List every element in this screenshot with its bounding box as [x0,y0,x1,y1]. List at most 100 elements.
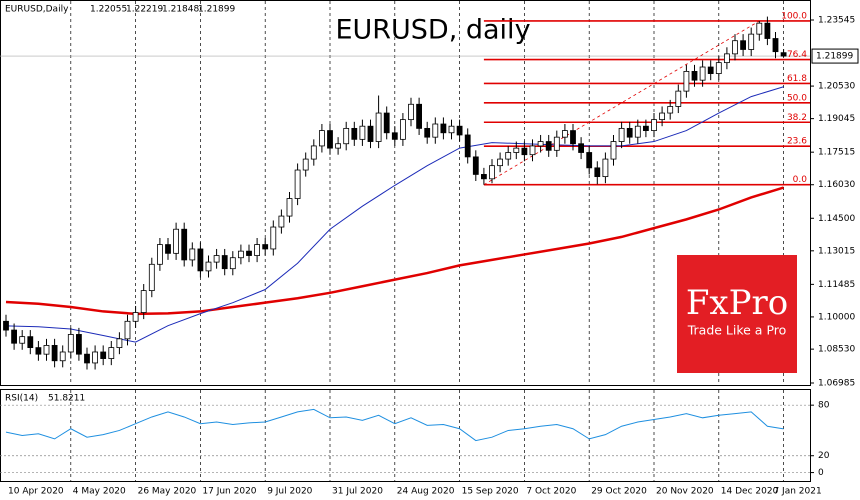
logo: FxPro Trade Like a Pro [677,255,797,373]
fib-label: 61.8 [787,74,807,84]
candle-body [229,257,236,270]
y-tick-label: 1.14500 [818,214,855,224]
candle-body [116,338,123,349]
candle-body [715,62,722,74]
x-tick-label: 29 Oct 2020 [591,487,647,497]
x-tick-label: 14 Dec 2020 [721,487,779,497]
candle-body [480,174,487,180]
candle-body [594,167,601,178]
candle-body [578,143,584,153]
candle-body [108,347,115,359]
candle-body [343,127,350,145]
logo-brand: FxPro [686,283,788,323]
moving-average [5,86,784,343]
candle-body [416,103,423,129]
main-panel [0,0,811,386]
candle-body [310,145,317,160]
candle-body [11,329,18,344]
candle-body [237,250,244,259]
x-tick-label: 20 Nov 2020 [656,487,714,497]
logo-tagline: Trade Like a Pro [687,323,787,338]
candle-body [327,130,333,149]
y-tick-label: 1.13015 [818,246,855,256]
x-tick-label: 9 Jul 2020 [267,487,312,497]
y-tick-label: 1.23545 [818,15,855,25]
candle-body [270,226,277,250]
candle-body [521,147,528,156]
candle-body [213,255,220,263]
indicator-label: RSI(14) [5,394,38,404]
y-tick-label: 1.16030 [818,180,855,190]
y-tick-label: 1.10000 [818,312,855,322]
fib-label: 50.0 [787,93,807,103]
candle-body [634,125,641,138]
indicator-line [5,408,784,442]
candle-body [246,250,252,256]
candle-body [772,38,779,53]
candle-body [181,228,188,261]
candle-body [76,334,82,355]
candle-body [27,336,34,349]
candle-body [691,70,698,81]
candle-body [383,112,390,134]
candle-body [683,70,690,92]
candle-body [472,156,479,175]
candle-body [197,248,204,272]
candle-body [294,169,301,199]
candle-body [399,119,406,140]
candle-body [132,312,139,322]
indicator-tick-label: 0 [818,468,824,478]
y-tick-label: 1.20530 [818,82,855,92]
candle-body [140,290,147,313]
current-price-box [811,48,859,64]
x-tick-label: 17 Jun 2020 [202,487,256,497]
candle-body [43,345,50,355]
candle-body [35,347,42,355]
symbol-label: EURUSD,Daily [5,5,69,15]
candle-body [505,152,512,160]
candle-body [148,263,155,292]
indicator-tick-label: 20 [818,451,830,461]
candle-body [448,125,455,134]
candle-body [3,320,9,331]
fib-label: 38.2 [787,113,807,123]
header-high: 1.22219 [126,5,163,15]
x-tick-label: 7 Jan 2021 [773,487,821,497]
indicator-panel [0,389,811,482]
candle-body [643,125,649,131]
header-close: 1.21899 [198,5,235,15]
y-tick-label: 1.06985 [818,379,855,389]
candle-body [440,123,447,134]
y-tick-label: 1.11485 [818,280,855,290]
candle-body [335,143,342,149]
candle-body [100,351,107,359]
candle-body [586,152,593,169]
candle-body [489,165,495,180]
candle-body [67,334,74,353]
candle-body [497,158,504,167]
candle-body [732,40,738,55]
candle-body [205,261,212,272]
candle-body [651,119,657,131]
candle-body [764,22,771,39]
x-tick-label: 26 May 2020 [138,487,197,497]
candle-body [391,132,398,140]
y-tick-label: 1.19045 [818,114,855,124]
y-tick-label: 1.17515 [818,148,855,158]
candle-body [367,125,374,142]
candle-body [562,130,568,138]
x-tick-label: 24 Aug 2020 [397,487,455,497]
candle-body [456,125,463,136]
candle-body [189,248,196,261]
header-low: 1.21848 [162,5,199,15]
fib-label: 100.0 [781,11,807,21]
candle-body [375,112,382,142]
candle-body [221,255,228,270]
candle-body [707,66,714,74]
candle-body [359,125,366,140]
candle-body [254,244,261,256]
candle-body [602,158,609,178]
x-tick-label: 4 May 2020 [73,487,126,497]
candle-body [84,353,90,364]
x-tick-label: 15 Sep 2020 [462,487,519,497]
